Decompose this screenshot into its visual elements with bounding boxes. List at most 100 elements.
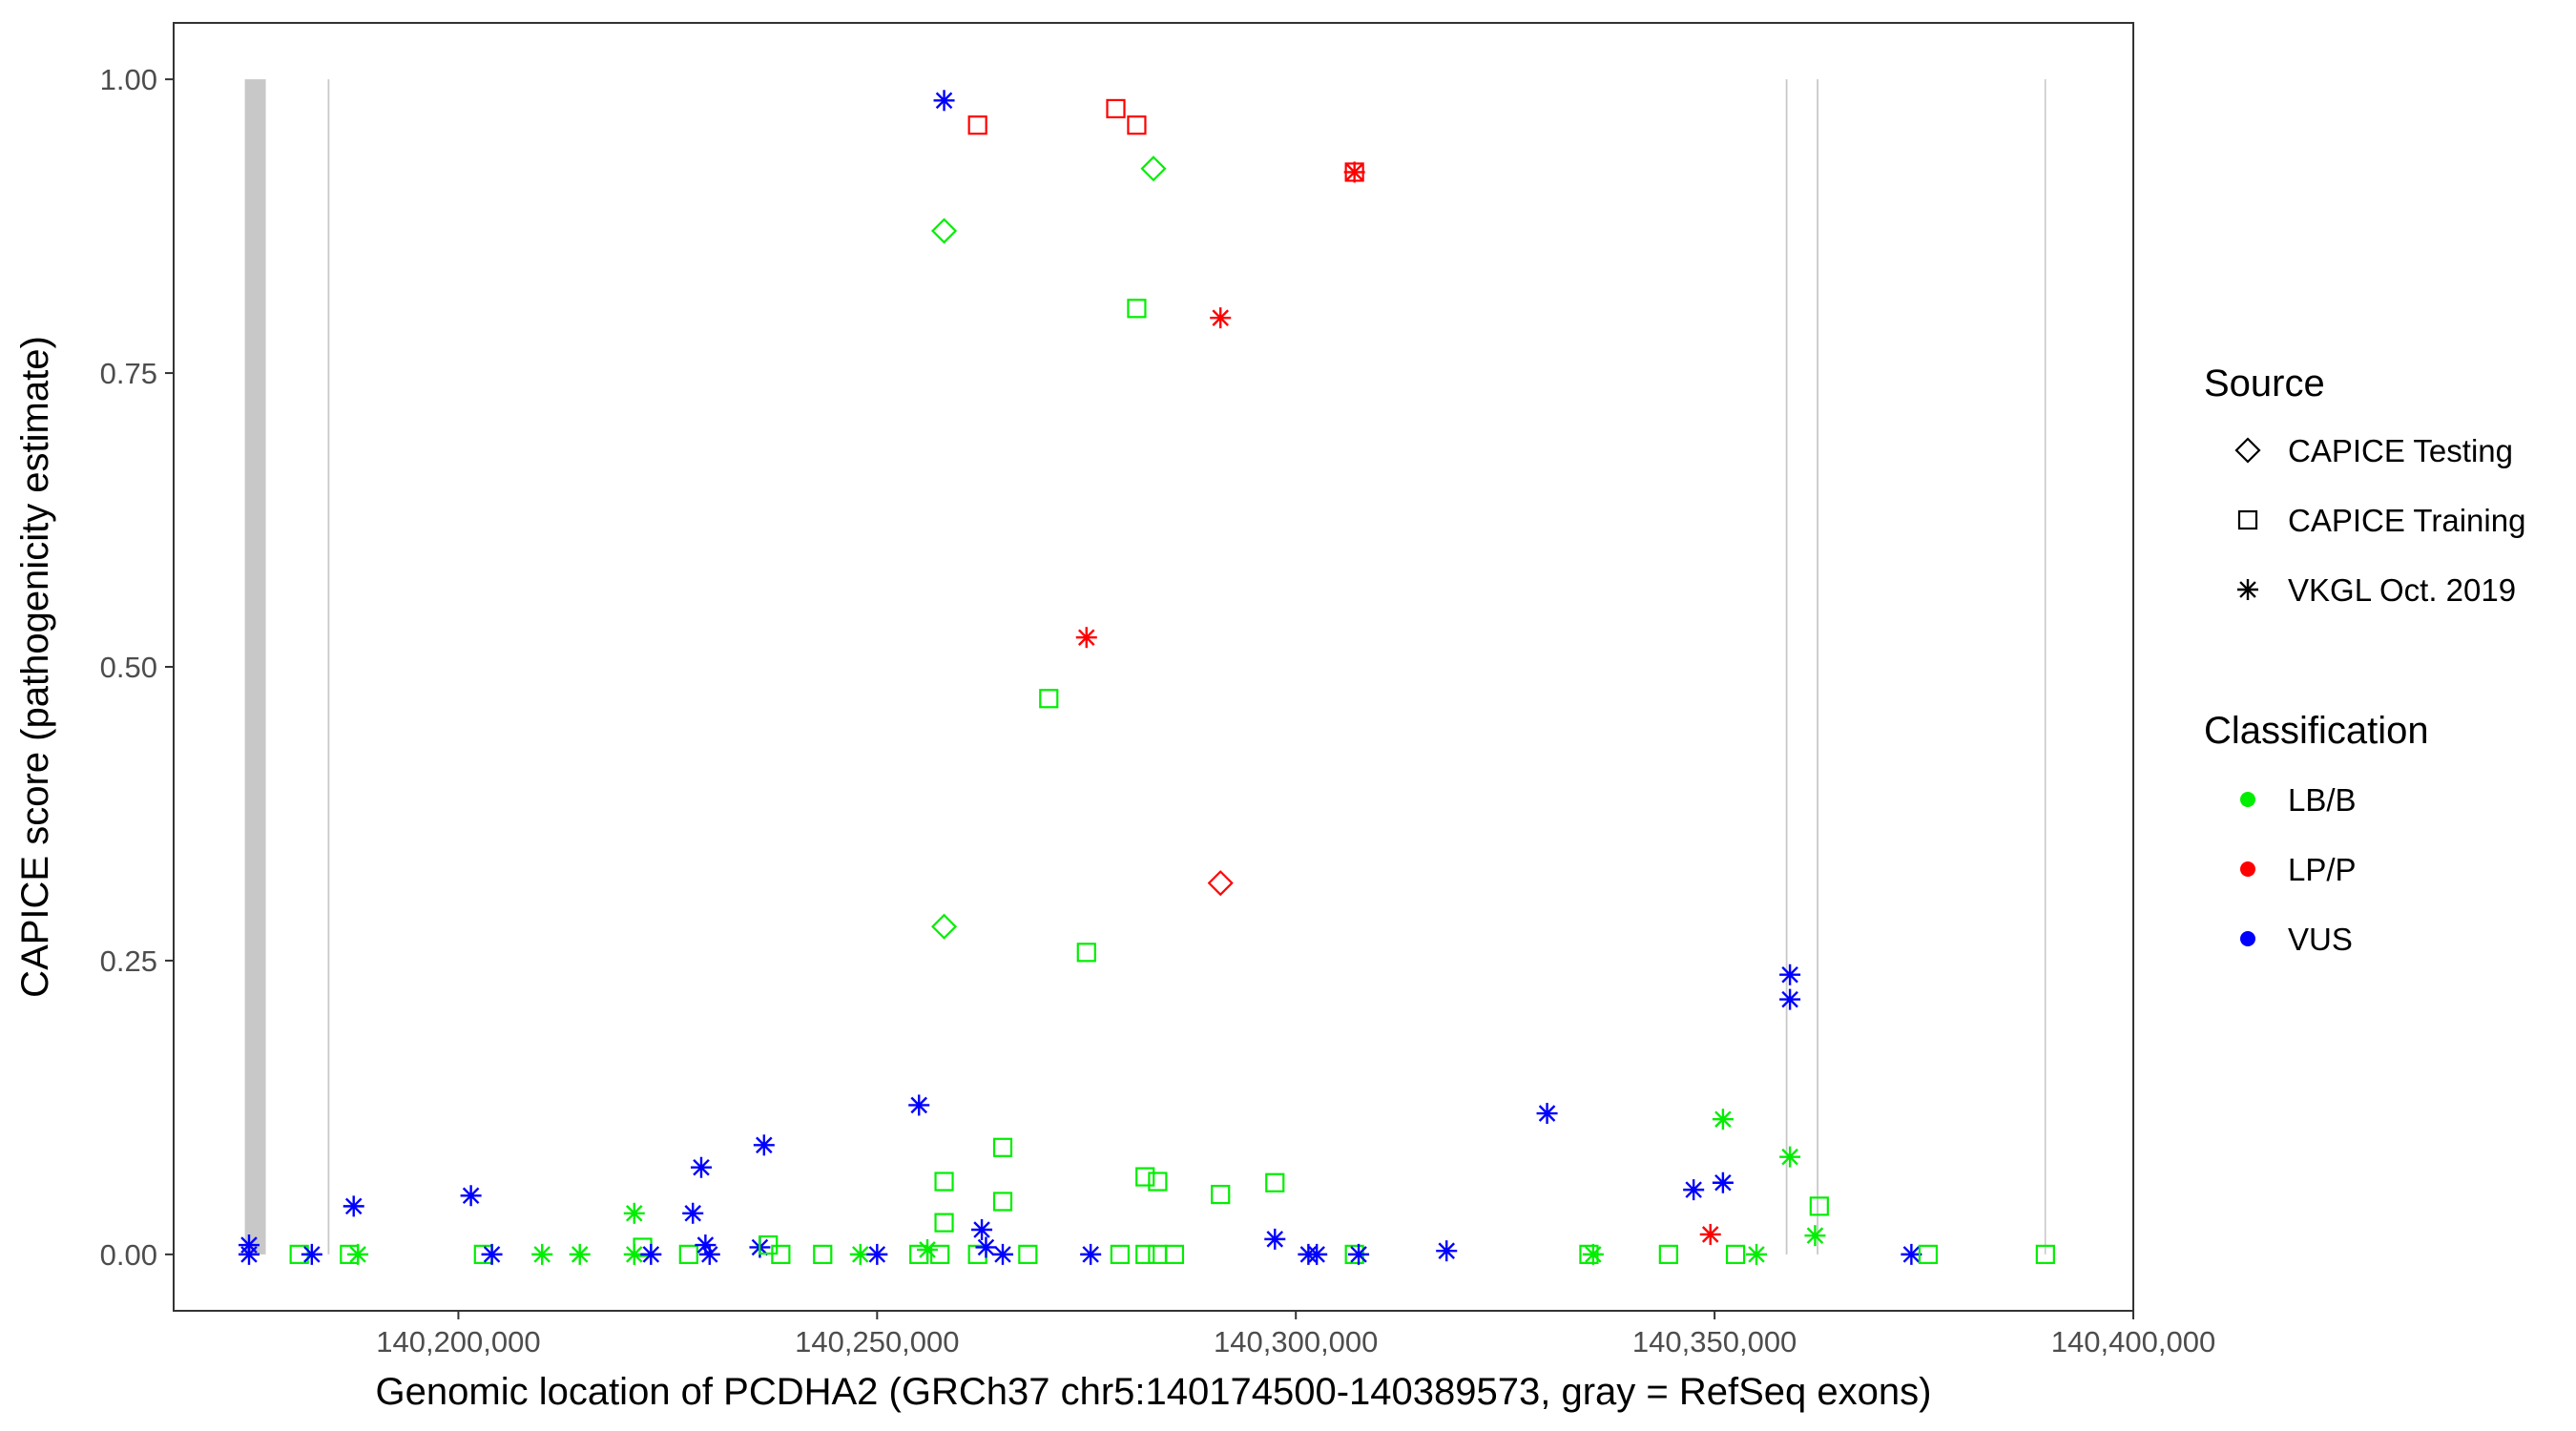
- y-axis: 0.00 0.25 0.50 0.75 1.00: [100, 63, 174, 1272]
- y-tick-label: 0.50: [100, 651, 157, 684]
- legend-classification-title: Classification: [2204, 710, 2429, 752]
- point-asterisk: [1264, 1228, 1286, 1250]
- exon-band: [327, 79, 330, 1255]
- point-square: [1211, 1184, 1231, 1205]
- point-asterisk: [1683, 1179, 1705, 1201]
- legend-label-LB: LB/B: [2288, 782, 2357, 818]
- point-asterisk: [917, 1238, 938, 1260]
- y-tick-label: 0.75: [100, 357, 157, 390]
- point-asterisk: [1582, 1243, 1604, 1265]
- point-square: [1110, 1244, 1130, 1264]
- legend-label-training: CAPICE Training: [2288, 503, 2525, 538]
- point-asterisk: [1712, 1109, 1734, 1130]
- point-square: [930, 1244, 950, 1264]
- x-axis-title: Genomic location of PCDHA2 (GRCh37 chr5:…: [376, 1371, 1932, 1413]
- legend-source: Source CAPICE Testing CAPICE Training VKGL…: [2204, 363, 2525, 608]
- point-square: [992, 1137, 1013, 1157]
- point-square: [1018, 1244, 1038, 1264]
- point-square: [934, 1172, 954, 1192]
- x-tick-label: 140,350,000: [1632, 1325, 1797, 1358]
- point-asterisk: [975, 1236, 997, 1258]
- legend-key-dot-LB: [2240, 792, 2255, 807]
- point-asterisk: [531, 1243, 553, 1265]
- legend-key-asterisk: [2237, 579, 2258, 600]
- exon-band: [1817, 79, 1818, 1255]
- point-asterisk: [569, 1243, 591, 1265]
- point-square: [1265, 1172, 1285, 1192]
- point-asterisk: [1436, 1240, 1458, 1262]
- point-square: [1148, 1244, 1168, 1264]
- point-square: [678, 1244, 698, 1264]
- y-axis-title: CAPICE score (pathogenicity estimate): [14, 336, 56, 998]
- point-asterisk: [971, 1219, 993, 1241]
- point-diamond: [930, 913, 958, 940]
- point-diamond: [1140, 156, 1167, 182]
- point-asterisk: [908, 1094, 930, 1116]
- legend-key-diamond: [2234, 437, 2261, 464]
- point-square: [1809, 1196, 1829, 1216]
- point-asterisk: [481, 1243, 503, 1265]
- legend-label-VUS: VUS: [2288, 922, 2353, 957]
- point-asterisk: [1343, 161, 1365, 183]
- legend-key-dot-LP: [2240, 861, 2255, 877]
- x-tick-label: 140,400,000: [2051, 1325, 2215, 1358]
- point-square: [1658, 1244, 1678, 1264]
- legend-label-testing: CAPICE Testing: [2288, 433, 2513, 468]
- exon-band: [1785, 79, 1788, 1255]
- point-square: [934, 1213, 954, 1233]
- point-asterisk: [1699, 1223, 1721, 1245]
- legend-label-vkgl: VKGL Oct. 2019: [2288, 572, 2516, 608]
- point-asterisk: [1804, 1225, 1826, 1247]
- point-asterisk: [691, 1156, 712, 1178]
- point-asterisk: [301, 1243, 322, 1265]
- point-asterisk: [1075, 627, 1097, 649]
- point-square: [1039, 689, 1059, 709]
- point-square: [771, 1244, 791, 1264]
- legend-key-square: [2237, 509, 2258, 530]
- legend-key-dot-VUS: [2240, 931, 2255, 946]
- point-asterisk: [623, 1202, 645, 1224]
- data-points: [239, 90, 2055, 1265]
- x-tick-label: 140,300,000: [1214, 1325, 1378, 1358]
- exon-band: [2044, 79, 2046, 1255]
- point-asterisk: [698, 1243, 720, 1265]
- point-square: [1135, 1167, 1155, 1187]
- point-asterisk: [1536, 1103, 1558, 1125]
- point-asterisk: [1210, 307, 1232, 329]
- plot-panel-border: [173, 22, 2134, 1312]
- point-square: [1148, 1172, 1168, 1192]
- point-asterisk: [1779, 1146, 1801, 1168]
- point-asterisk: [1746, 1243, 1767, 1265]
- point-asterisk: [343, 1195, 364, 1217]
- point-asterisk: [695, 1234, 717, 1256]
- point-square: [1135, 1244, 1155, 1264]
- point-asterisk: [866, 1243, 888, 1265]
- exon-band: [244, 79, 266, 1255]
- point-asterisk: [347, 1243, 369, 1265]
- y-tick-label: 0.25: [100, 944, 157, 978]
- point-diamond: [930, 218, 958, 244]
- point-asterisk: [1306, 1243, 1328, 1265]
- point-square: [1164, 1244, 1185, 1264]
- point-square: [967, 115, 987, 135]
- legend-source-title: Source: [2204, 363, 2325, 404]
- point-square: [1106, 98, 1126, 119]
- point-asterisk: [682, 1202, 704, 1224]
- y-tick-label: 0.00: [100, 1238, 157, 1272]
- point-asterisk: [753, 1134, 775, 1156]
- point-asterisk: [1779, 988, 1801, 1010]
- point-asterisk: [1901, 1243, 1922, 1265]
- point-asterisk: [1348, 1243, 1370, 1265]
- x-tick-label: 140,250,000: [795, 1325, 959, 1358]
- point-diamond: [1207, 870, 1234, 897]
- x-axis: 140,200,000 140,250,000 140,300,000 140,350…: [376, 1311, 2215, 1358]
- point-asterisk: [239, 1243, 260, 1265]
- exon-bands: [244, 79, 2046, 1255]
- point-square: [992, 1192, 1013, 1212]
- legend-label-LP: LP/P: [2288, 852, 2357, 887]
- point-asterisk: [460, 1185, 482, 1207]
- y-tick-label: 1.00: [100, 63, 157, 96]
- point-asterisk: [1712, 1172, 1734, 1193]
- point-square: [2035, 1244, 2055, 1264]
